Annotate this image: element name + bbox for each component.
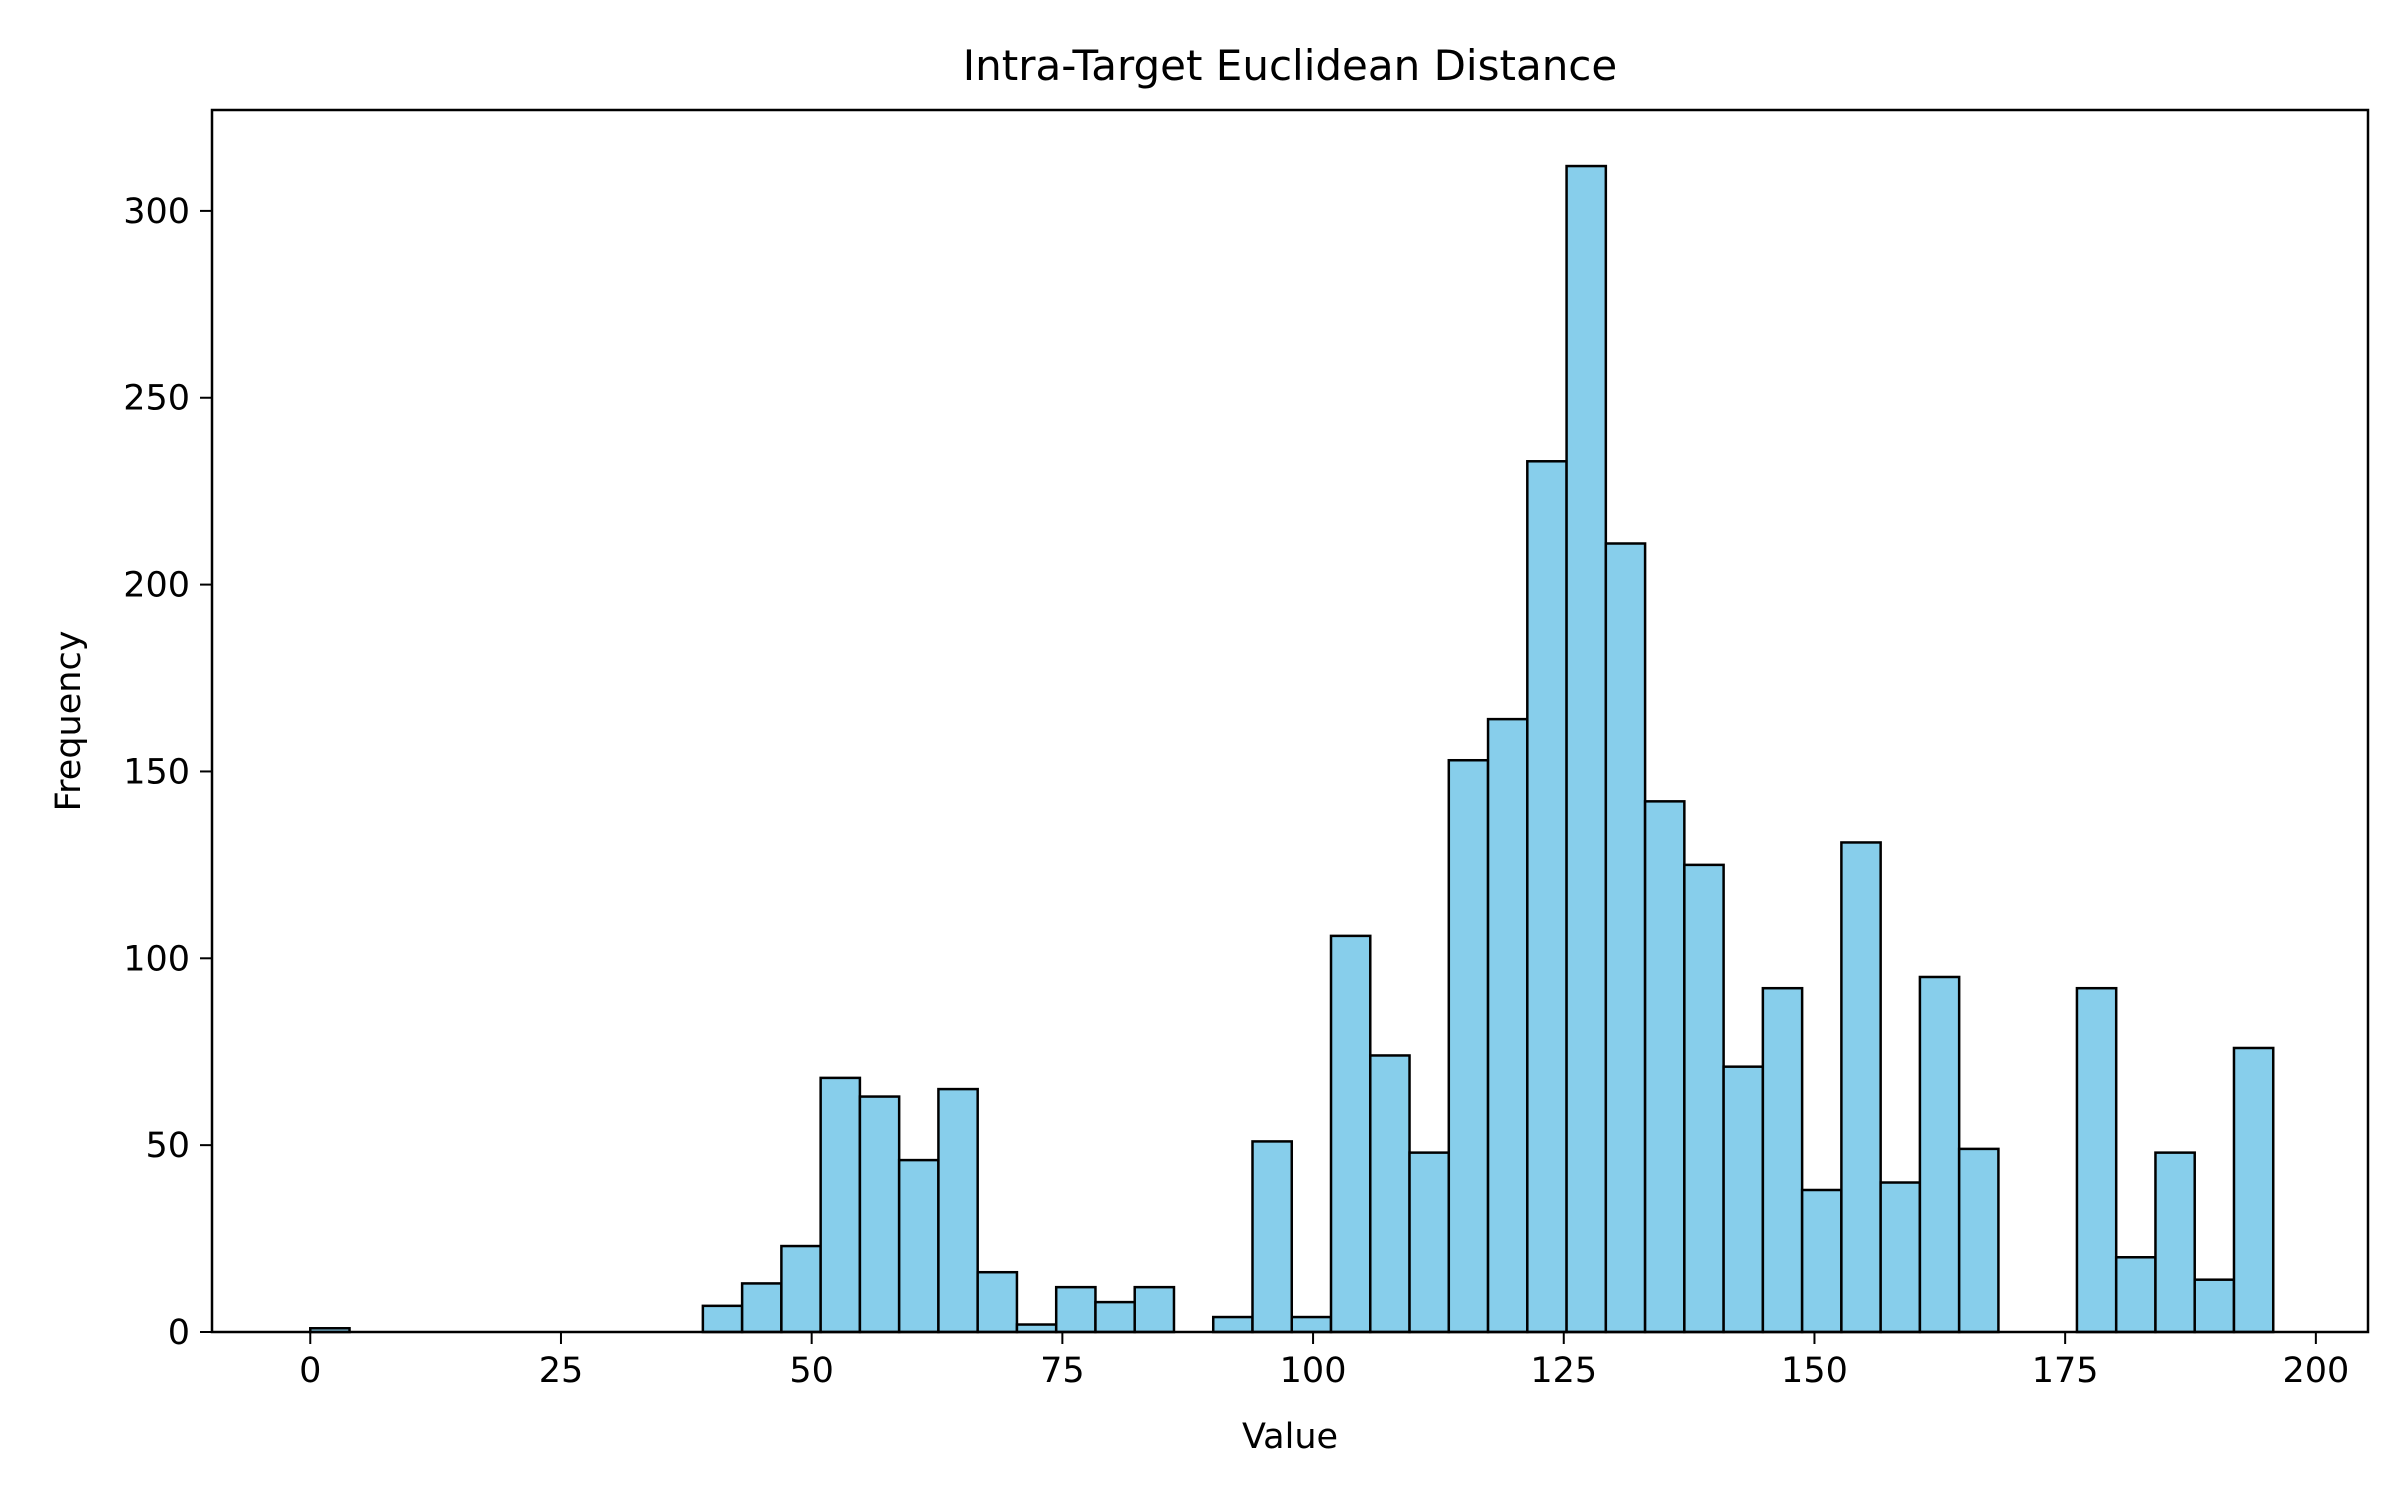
histogram-bar: [1447, 758, 1490, 1334]
y-tick-label: 200: [123, 566, 190, 606]
histogram-bar: [1643, 800, 1686, 1334]
histogram-bar: [2193, 1278, 2236, 1334]
y-tick-label: 50: [145, 1126, 190, 1166]
histogram-bar: [1761, 986, 1804, 1334]
y-axis-label: Frequency: [49, 631, 89, 812]
histogram-bar: [1957, 1147, 2000, 1334]
histogram-bar: [1918, 975, 1961, 1334]
histogram-bar: [1722, 1065, 1765, 1334]
histogram-bar: [1329, 934, 1372, 1334]
histogram-bar: [2114, 1256, 2157, 1334]
x-tick-label: 25: [539, 1351, 584, 1391]
histogram-bar: [1369, 1054, 1411, 1334]
histogram-bar: [1290, 1315, 1333, 1334]
histogram-bar: [1683, 863, 1725, 1334]
y-tick-label: 100: [123, 939, 190, 979]
histogram-bar: [780, 1244, 822, 1334]
histogram-bar: [2232, 1046, 2275, 1334]
histogram-bar: [1604, 542, 1647, 1334]
y-tick-label: 0: [168, 1313, 190, 1353]
x-tick-label: 100: [1280, 1351, 1347, 1391]
x-axis-ticks: 0 25 50 75 100 125 150 175 200: [299, 1332, 2349, 1391]
x-axis-label: Value: [1242, 1417, 1338, 1457]
histogram-bar: [2154, 1151, 2196, 1334]
histogram-bar: [1054, 1285, 1097, 1334]
histogram-bar: [1133, 1285, 1176, 1334]
histogram-bar: [1565, 164, 1608, 1334]
histogram-bar: [1879, 1181, 1922, 1334]
x-tick-label: 150: [1781, 1351, 1848, 1391]
histogram-bar: [1251, 1140, 1294, 1334]
histogram-bar: [858, 1095, 901, 1334]
x-tick-label: 200: [2282, 1351, 2349, 1391]
chart-title: Intra-Target Euclidean Distance: [963, 41, 1618, 90]
histogram-bar: [897, 1158, 940, 1334]
y-axis-ticks: 0 50 100 150 200 250 300: [123, 192, 212, 1353]
x-tick-label: 125: [1530, 1351, 1597, 1391]
histogram-bar: [1840, 841, 1882, 1334]
histogram-bar: [819, 1076, 862, 1334]
histogram-bar: [1094, 1300, 1136, 1334]
histogram-bar: [1526, 460, 1568, 1334]
histogram-bar: [2075, 986, 2118, 1334]
x-tick-label: 175: [2032, 1351, 2099, 1391]
histogram-bar: [1800, 1188, 1843, 1334]
x-tick-label: 0: [299, 1351, 321, 1391]
y-tick-label: 150: [123, 752, 190, 792]
histogram-bar: [740, 1282, 783, 1334]
histogram-bar: [1486, 717, 1529, 1334]
x-tick-label: 75: [1040, 1351, 1085, 1391]
histogram-bar: [937, 1087, 979, 1334]
histogram-bar: [701, 1304, 744, 1334]
y-tick-label: 300: [123, 192, 190, 232]
y-tick-label: 250: [123, 379, 190, 419]
histogram-bar: [1408, 1151, 1451, 1334]
bars-group: [309, 164, 2275, 1334]
x-tick-label: 50: [789, 1351, 834, 1391]
plot-frame: [210, 108, 2370, 1334]
histogram-bar: [976, 1270, 1019, 1334]
histogram-bar: [1211, 1315, 1254, 1334]
